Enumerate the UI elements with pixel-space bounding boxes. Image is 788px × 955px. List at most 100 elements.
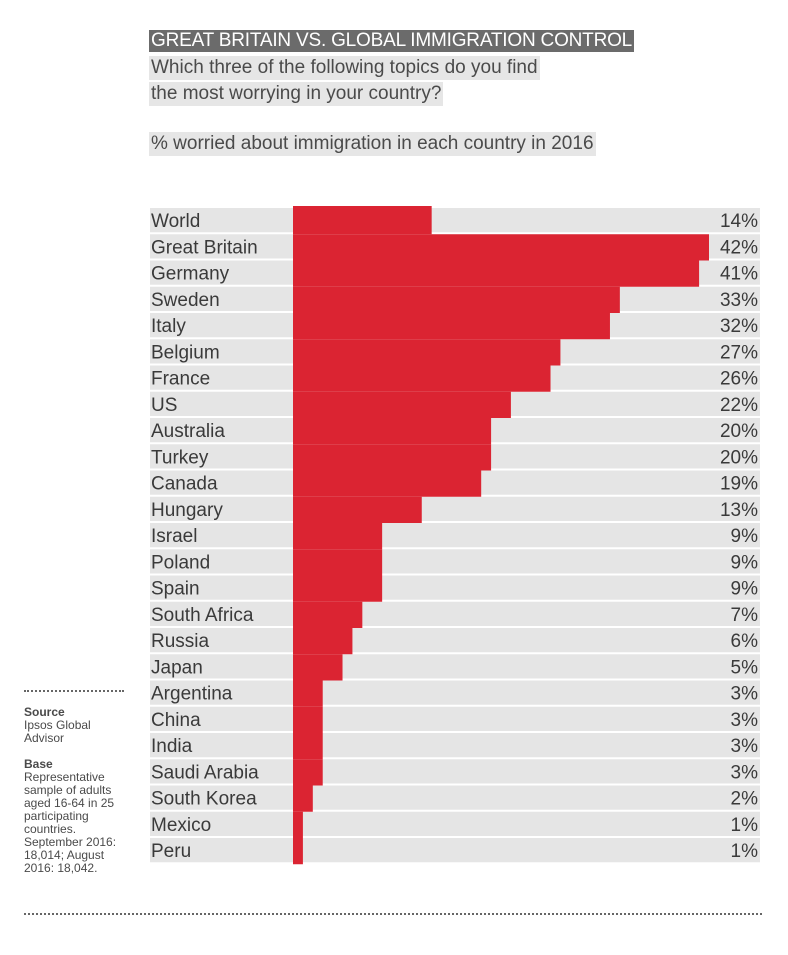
bar bbox=[293, 470, 482, 497]
row-track bbox=[150, 601, 760, 626]
value-label: 13% bbox=[720, 500, 758, 521]
value-label: 26% bbox=[720, 369, 758, 390]
base-text: Representative sample of adults aged 16-… bbox=[24, 770, 117, 875]
value-label: 1% bbox=[731, 841, 759, 862]
category-label: Australia bbox=[151, 421, 225, 442]
bottom-divider bbox=[24, 913, 762, 915]
value-label: 42% bbox=[720, 237, 758, 258]
source-note: Source Ipsos Global Advisor bbox=[24, 706, 124, 745]
value-label: 3% bbox=[731, 762, 759, 783]
value-label: 2% bbox=[731, 789, 759, 810]
value-label: 5% bbox=[731, 657, 759, 678]
value-label: 1% bbox=[731, 815, 759, 836]
category-label: Israel bbox=[151, 526, 197, 547]
row-track bbox=[150, 680, 760, 705]
value-label: 9% bbox=[731, 579, 759, 600]
value-label: 3% bbox=[731, 710, 759, 731]
value-label: 9% bbox=[731, 552, 759, 573]
row-track bbox=[150, 654, 760, 679]
row-track bbox=[150, 785, 760, 810]
base-label: Base bbox=[24, 757, 53, 771]
value-label: 27% bbox=[720, 342, 758, 363]
bar bbox=[293, 496, 422, 523]
category-label: South Africa bbox=[151, 605, 254, 626]
row-track bbox=[150, 811, 760, 836]
chart-subtitle: % worried about immigration in each coun… bbox=[149, 132, 596, 156]
category-label: Turkey bbox=[151, 447, 209, 468]
bar bbox=[293, 811, 303, 838]
value-label: 19% bbox=[720, 474, 758, 495]
category-label: Peru bbox=[151, 841, 191, 862]
row-track bbox=[150, 706, 760, 731]
value-label: 9% bbox=[731, 526, 759, 547]
value-label: 3% bbox=[731, 736, 759, 757]
value-label: 3% bbox=[731, 684, 759, 705]
category-label: Spain bbox=[151, 579, 200, 600]
bar bbox=[293, 575, 383, 602]
bar bbox=[293, 706, 323, 733]
row-track bbox=[150, 523, 760, 548]
bar bbox=[293, 654, 343, 681]
bar bbox=[293, 391, 511, 418]
value-label: 22% bbox=[720, 395, 758, 416]
bar bbox=[293, 286, 620, 313]
category-label: Canada bbox=[151, 474, 218, 495]
bar bbox=[293, 601, 363, 628]
source-text: Ipsos Global Advisor bbox=[24, 718, 91, 745]
category-label: South Korea bbox=[151, 789, 257, 810]
row-track bbox=[150, 838, 760, 863]
category-label: Italy bbox=[151, 316, 186, 337]
row-track bbox=[150, 628, 760, 653]
base-note: Base Representative sample of adults age… bbox=[24, 758, 124, 875]
category-label: Great Britain bbox=[151, 237, 258, 258]
category-label: Argentina bbox=[151, 684, 233, 705]
value-label: 7% bbox=[731, 605, 759, 626]
category-label: Saudi Arabia bbox=[151, 762, 259, 783]
bar bbox=[293, 365, 551, 392]
bar bbox=[293, 418, 492, 445]
row-track bbox=[150, 208, 760, 233]
bar bbox=[293, 523, 383, 550]
value-label: 20% bbox=[720, 447, 758, 468]
bar bbox=[293, 206, 432, 235]
value-label: 41% bbox=[720, 264, 758, 285]
bar bbox=[293, 313, 610, 340]
value-label: 14% bbox=[720, 211, 758, 232]
category-label: US bbox=[151, 395, 177, 416]
bar bbox=[293, 234, 709, 261]
category-label: Japan bbox=[151, 657, 203, 678]
category-label: Sweden bbox=[151, 290, 220, 311]
category-label: Russia bbox=[151, 631, 210, 652]
value-label: 20% bbox=[720, 421, 758, 442]
bar bbox=[293, 759, 323, 786]
row-track bbox=[150, 549, 760, 574]
category-label: Hungary bbox=[151, 500, 223, 521]
row-track bbox=[150, 496, 760, 521]
category-label: World bbox=[151, 211, 200, 232]
row-track bbox=[150, 759, 760, 784]
bar bbox=[293, 838, 303, 865]
source-label: Source bbox=[24, 705, 65, 719]
category-label: Poland bbox=[151, 552, 210, 573]
bar bbox=[293, 549, 383, 576]
bar bbox=[293, 339, 561, 366]
bar bbox=[293, 785, 313, 812]
question-line-1: Which three of the following topics do y… bbox=[149, 56, 540, 80]
category-label: Belgium bbox=[151, 342, 220, 363]
bar bbox=[293, 628, 353, 655]
category-label: France bbox=[151, 369, 210, 390]
bar bbox=[293, 260, 700, 287]
category-label: India bbox=[151, 736, 193, 757]
row-track bbox=[150, 575, 760, 600]
question-line-2: the most worrying in your country? bbox=[149, 82, 444, 106]
row-track bbox=[150, 733, 760, 758]
chart-title: GREAT BRITAIN VS. GLOBAL IMMIGRATION CON… bbox=[149, 30, 635, 52]
value-label: 33% bbox=[720, 290, 758, 311]
bar bbox=[293, 444, 492, 471]
value-label: 6% bbox=[731, 631, 759, 652]
bar bbox=[293, 680, 323, 707]
bar bbox=[293, 733, 323, 760]
category-label: China bbox=[151, 710, 201, 731]
category-label: Germany bbox=[151, 264, 230, 285]
